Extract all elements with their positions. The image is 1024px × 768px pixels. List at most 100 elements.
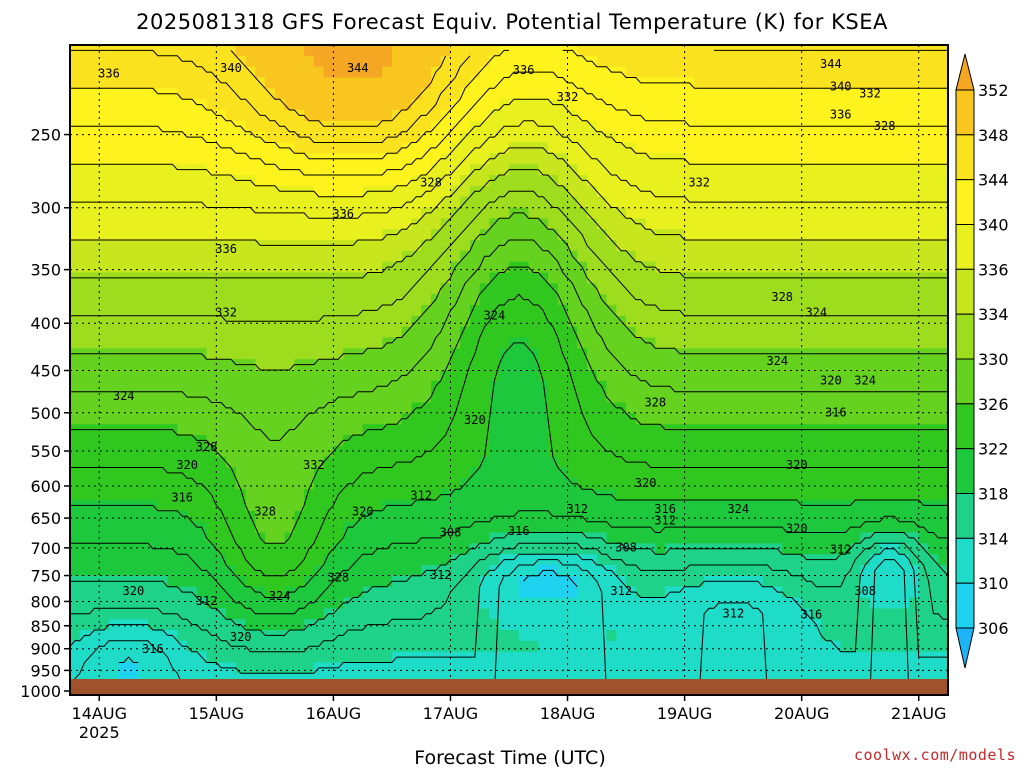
- field-cell: [216, 305, 227, 317]
- field-cell: [596, 337, 608, 349]
- field-cell: [587, 619, 598, 631]
- field-cell: [713, 402, 725, 414]
- field-cell: [479, 456, 491, 469]
- field-cell: [411, 240, 422, 252]
- field-cell: [674, 326, 686, 339]
- field-cell: [440, 391, 452, 404]
- field-cell: [782, 110, 793, 122]
- field-cell: [606, 207, 617, 219]
- field-cell: [684, 662, 695, 674]
- field-cell: [509, 359, 520, 371]
- field-cell: [635, 619, 647, 631]
- field-cell: [538, 640, 549, 653]
- field-cell: [772, 608, 783, 620]
- field-cell: [528, 218, 539, 230]
- field-cell: [99, 467, 110, 479]
- field-cell: [782, 413, 793, 425]
- field-cell: [382, 370, 393, 382]
- field-cell: [196, 261, 208, 274]
- field-cell: [274, 575, 286, 588]
- field-cell: [596, 99, 608, 111]
- field-cell: [860, 283, 871, 295]
- field-cell: [333, 445, 344, 458]
- field-cell: [801, 445, 813, 458]
- field-cell: [548, 445, 559, 458]
- field-cell: [509, 305, 520, 317]
- field-cell: [450, 348, 461, 360]
- field-cell: [109, 55, 120, 68]
- field-cell: [713, 153, 725, 165]
- field-cell: [148, 315, 159, 328]
- field-cell: [869, 662, 881, 674]
- field-cell: [109, 164, 120, 176]
- field-cell: [772, 55, 783, 68]
- field-cell: [489, 662, 500, 674]
- field-cell: [79, 489, 91, 501]
- field-cell: [284, 435, 295, 447]
- field-cell: [860, 651, 871, 664]
- field-cell: [89, 619, 100, 631]
- field-cell: [665, 662, 676, 674]
- field-cell: [167, 532, 178, 544]
- field-cell: [694, 380, 705, 393]
- field-cell: [313, 608, 325, 620]
- field-cell: [372, 586, 383, 599]
- field-cell: [811, 489, 822, 501]
- field-cell: [196, 77, 208, 89]
- field-cell: [411, 250, 422, 263]
- field-cell: [606, 196, 617, 209]
- field-cell: [723, 445, 734, 458]
- field-cell: [782, 597, 793, 609]
- field-cell: [138, 164, 149, 176]
- field-cell: [879, 175, 891, 187]
- field-cell: [616, 597, 627, 609]
- field-cell: [499, 218, 510, 230]
- field-cell: [167, 207, 178, 219]
- field-cell: [245, 185, 256, 198]
- field-cell: [157, 565, 169, 577]
- field-cell: [333, 478, 344, 490]
- field-cell: [196, 294, 208, 306]
- field-cell: [577, 120, 588, 133]
- field-cell: [411, 489, 422, 501]
- field-cell: [304, 467, 315, 479]
- field-cell: [723, 435, 734, 447]
- field-cell: [313, 521, 325, 534]
- field-cell: [274, 283, 286, 295]
- field-cell: [128, 250, 139, 263]
- field-cell: [167, 99, 178, 111]
- field-cell: [109, 489, 120, 501]
- field-cell: [333, 45, 344, 57]
- field-cell: [557, 218, 569, 230]
- field-cell: [626, 66, 637, 79]
- field-cell: [430, 337, 442, 349]
- field-cell: [352, 651, 364, 664]
- field-cell: [284, 250, 295, 263]
- field-cell: [626, 164, 637, 176]
- field-cell: [118, 413, 130, 425]
- field-cell: [606, 543, 617, 555]
- field-cell: [216, 240, 227, 252]
- field-cell: [518, 651, 530, 664]
- field-cell: [411, 326, 422, 339]
- field-cell: [645, 640, 656, 653]
- field-cell: [713, 55, 725, 68]
- field-cell: [128, 229, 139, 241]
- field-cell: [801, 88, 813, 100]
- field-cell: [860, 131, 871, 144]
- field-cell: [167, 305, 178, 317]
- field-cell: [743, 337, 754, 349]
- field-cell: [450, 250, 461, 263]
- field-cell: [382, 359, 393, 371]
- field-cell: [70, 315, 81, 328]
- field-cell: [869, 586, 881, 599]
- field-cell: [265, 510, 276, 523]
- field-cell: [830, 630, 842, 642]
- field-cell: [401, 55, 413, 68]
- field-cell: [440, 77, 452, 89]
- field-cell: [830, 164, 842, 176]
- field-cell: [177, 142, 188, 154]
- field-cell: [489, 435, 500, 447]
- field-cell: [304, 283, 315, 295]
- field-cell: [518, 326, 530, 339]
